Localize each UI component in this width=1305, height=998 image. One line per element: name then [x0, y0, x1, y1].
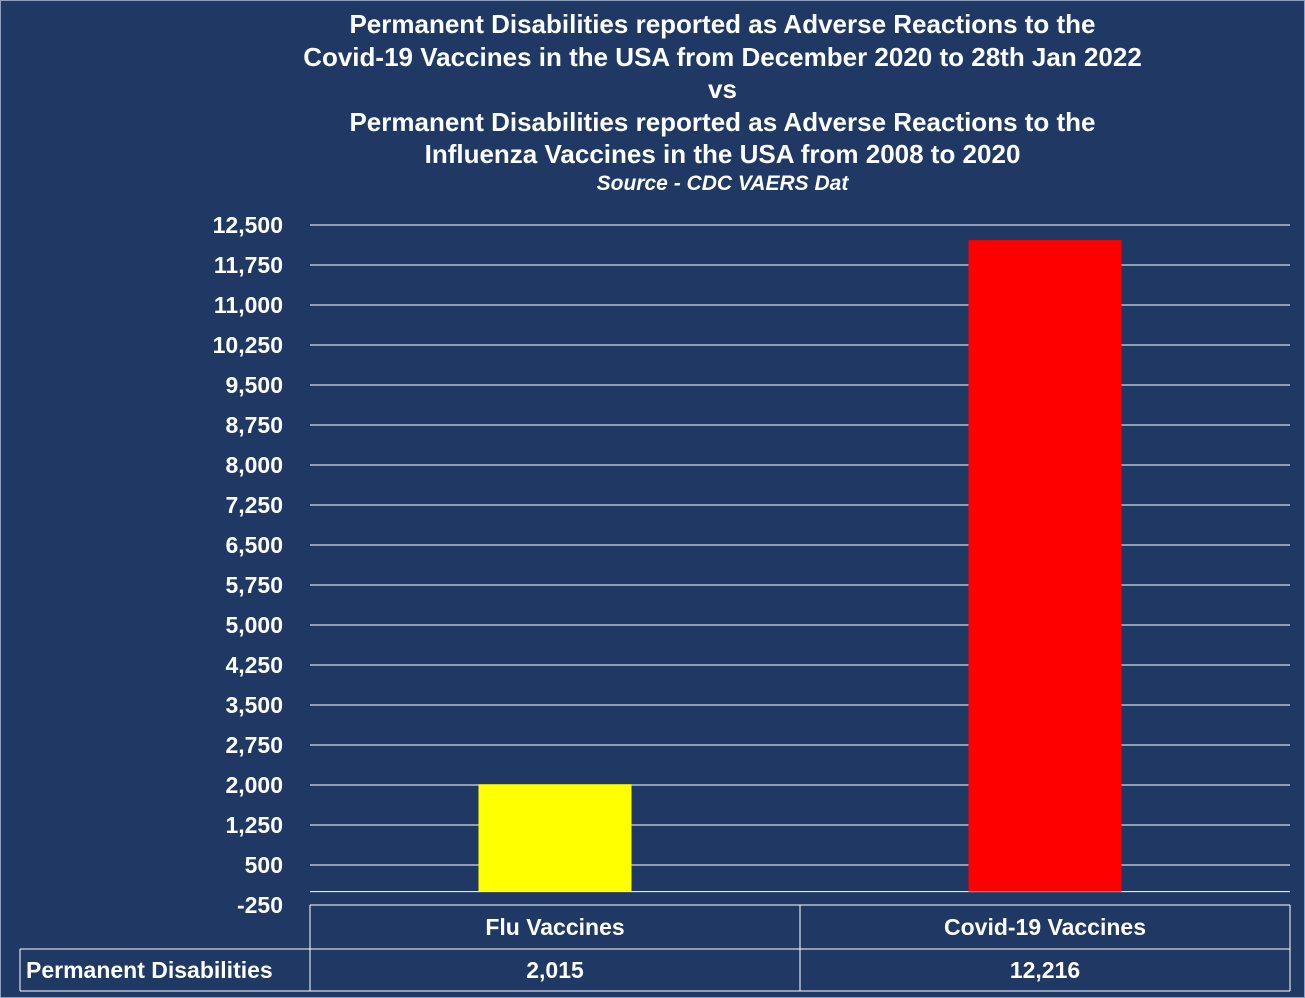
y-tick-label: 2,000: [225, 772, 283, 798]
y-tick-label: 500: [245, 852, 283, 878]
y-tick-label: 11,000: [214, 292, 283, 318]
y-tick-label: 2,750: [225, 732, 283, 758]
data-table-value: 12,216: [1010, 957, 1080, 983]
chart-title-line-1: Permanent Disabilities reported as Adver…: [349, 9, 1096, 39]
y-tick-label: 1,250: [225, 812, 283, 838]
y-tick-label: -250: [237, 892, 283, 918]
chart-title-block: Permanent Disabilities reported as Adver…: [140, 8, 1305, 197]
y-tick-label: 4,250: [225, 652, 283, 678]
y-tick-label: 8,750: [225, 412, 283, 438]
y-tick-label: 5,000: [225, 612, 283, 638]
y-tick-label: 10,250: [213, 332, 283, 358]
category-label: Covid-19 Vaccines: [944, 914, 1146, 940]
bar: [968, 240, 1122, 892]
category-label: Flu Vaccines: [485, 914, 624, 940]
chart-title-line-5: Influenza Vaccines in the USA from 2008 …: [424, 139, 1021, 169]
y-tick-label: 8,000: [225, 452, 283, 478]
chart-title-line-2: Covid-19 Vaccines in the USA from Decemb…: [303, 41, 1142, 72]
y-tick-label: 3,500: [225, 692, 283, 718]
data-table-value: 2,015: [526, 957, 584, 983]
y-tick-label: 7,250: [225, 492, 283, 518]
y-tick-label: 12,500: [213, 212, 283, 238]
y-tick-label: 11,750: [214, 252, 283, 278]
bar: [478, 784, 632, 892]
y-tick-label: 6,500: [225, 532, 283, 558]
y-tick-label: 9,500: [225, 372, 283, 398]
y-tick-label: 5,750: [225, 572, 283, 598]
chart-subtitle: Source - CDC VAERS Dat: [596, 171, 849, 195]
chart-title-line-3: vs: [708, 74, 737, 104]
series-name: Permanent Disabilities: [26, 957, 273, 983]
chart-title-line-4: Permanent Disabilities reported as Adver…: [349, 106, 1096, 137]
